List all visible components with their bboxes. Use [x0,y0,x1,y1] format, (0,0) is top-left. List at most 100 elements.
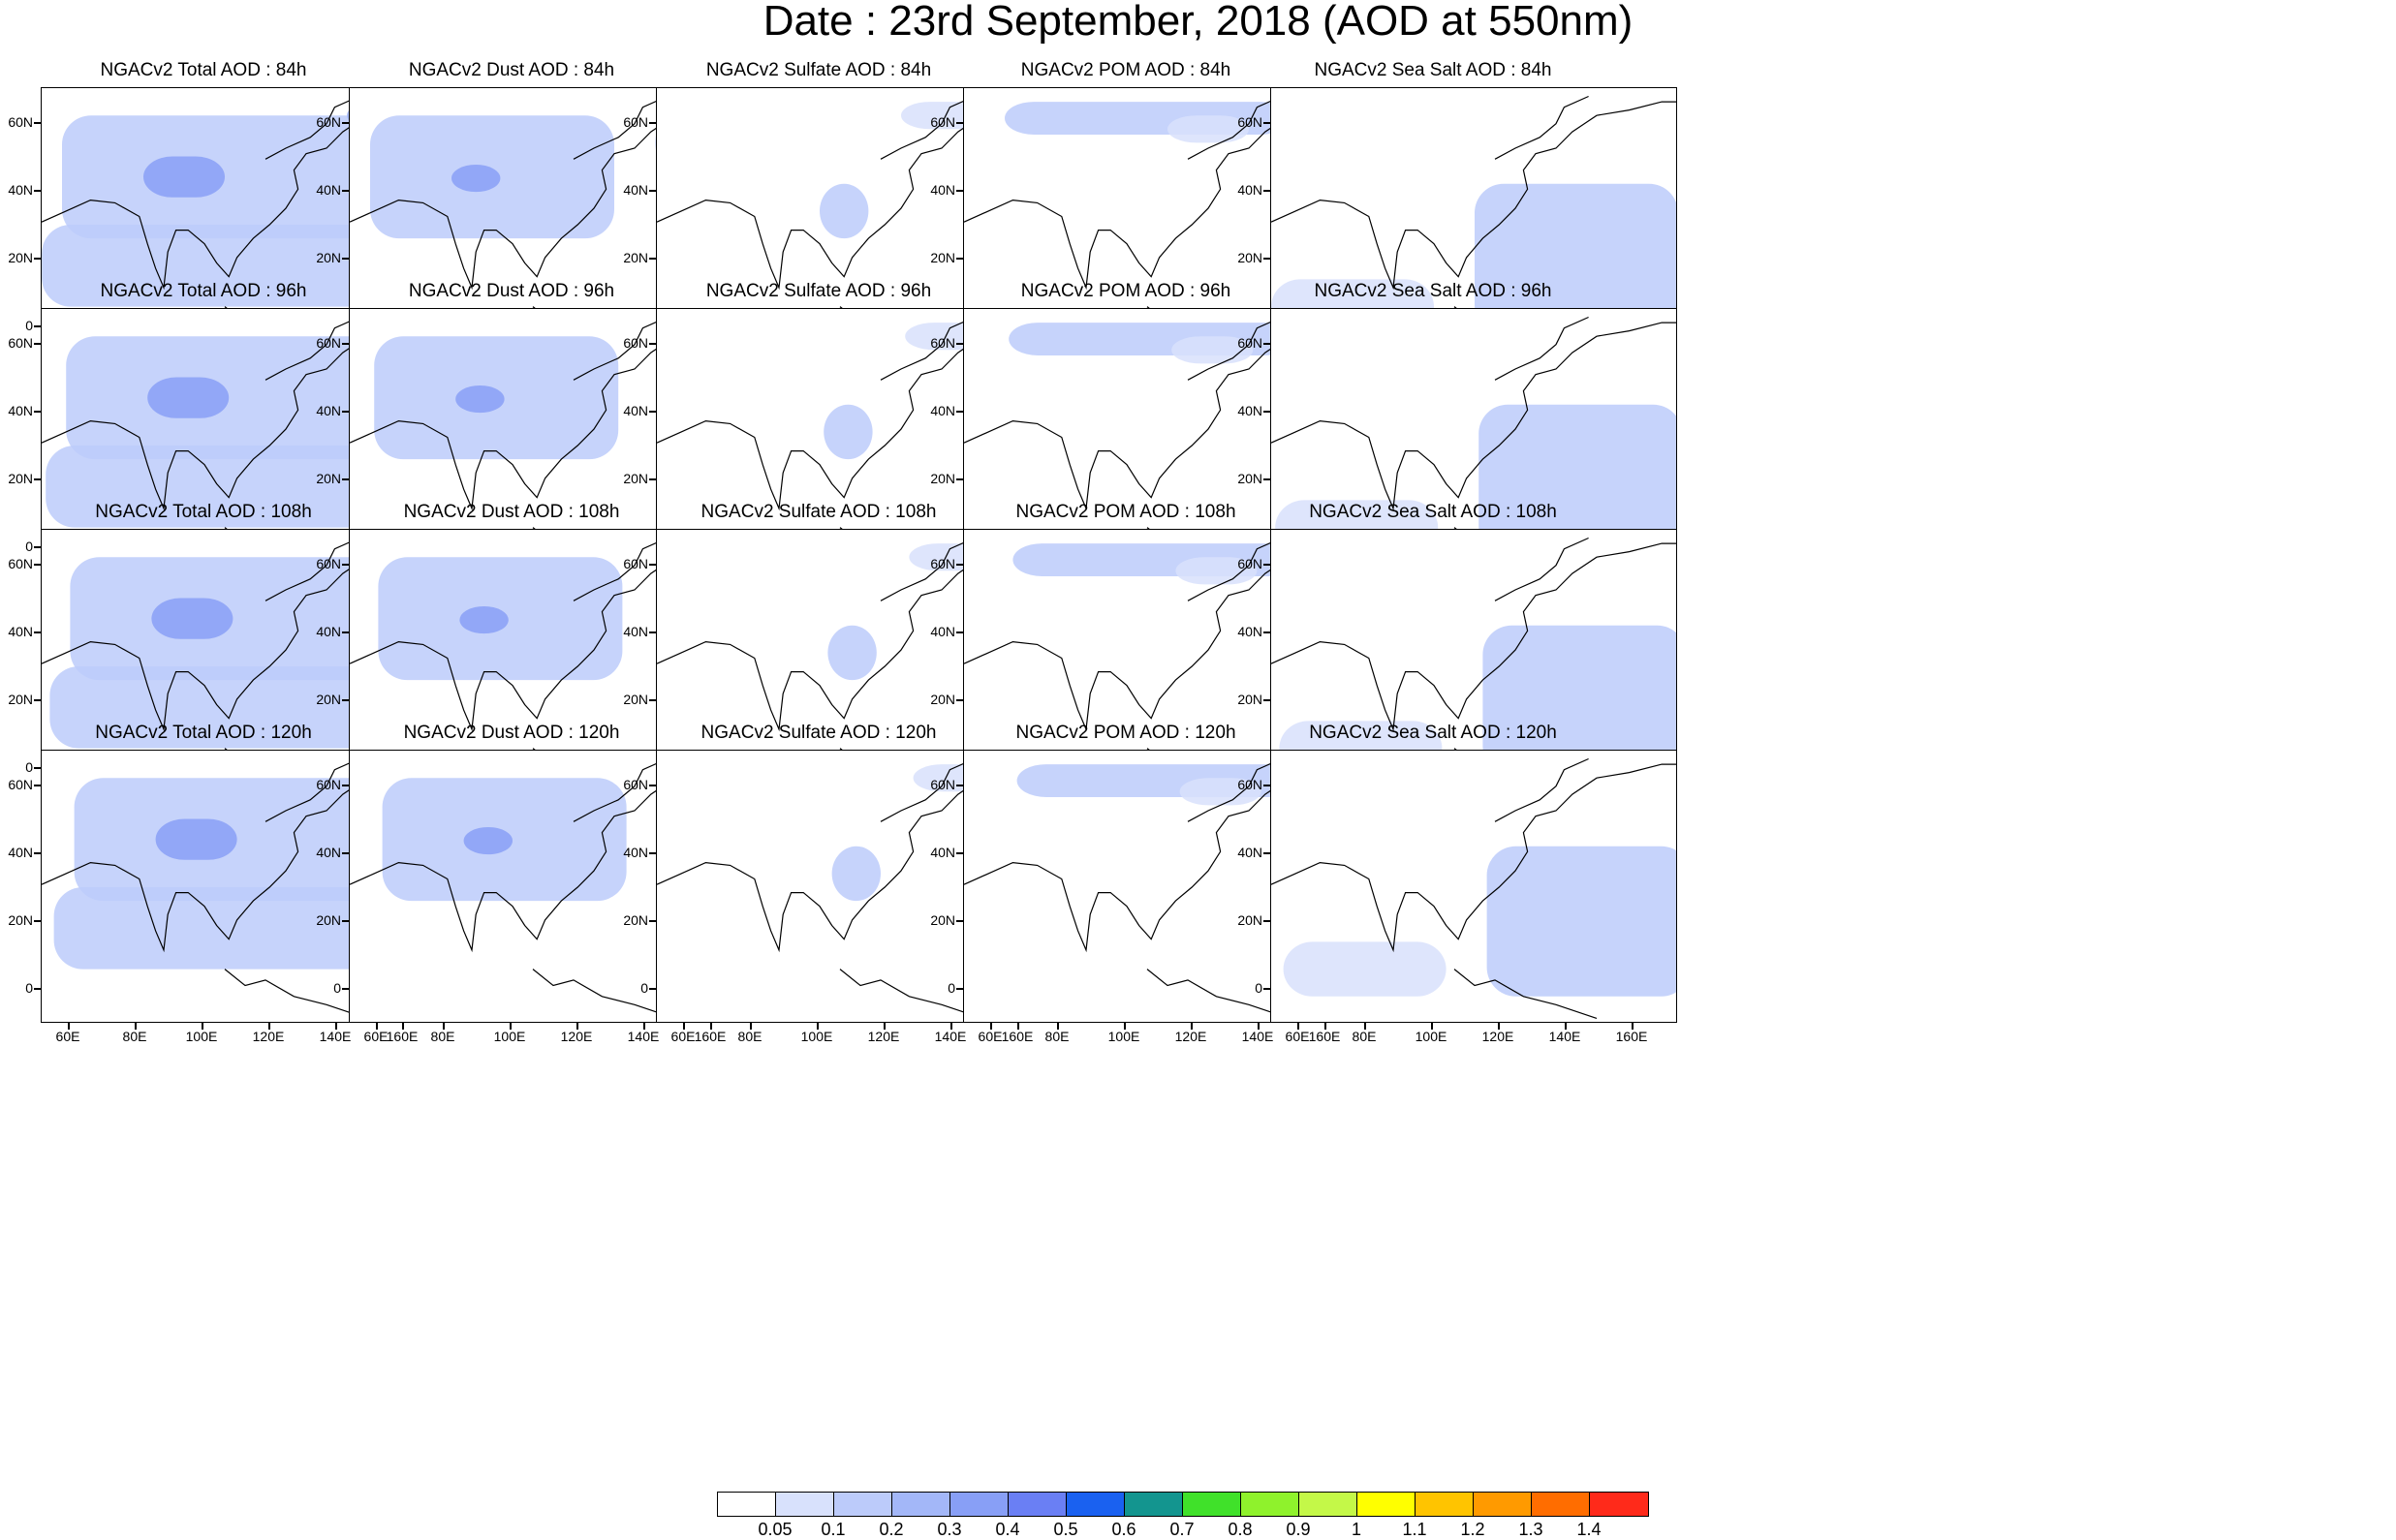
coastline [1494,316,1589,381]
panel-title: NGACv2 Dust AOD : 108h [403,502,620,522]
lat-tick-mark [34,258,41,260]
lat-tick-mark [34,478,41,480]
lat-tick-mark [649,190,656,192]
lat-tick-label: 40N [316,845,341,860]
coastline [1187,95,1282,160]
lat-tick-mark [34,190,41,192]
lon-tick-mark [884,1023,886,1030]
lat-tick-label: 60N [316,335,341,351]
lon-tick-label: 80E [430,1029,455,1044]
lat-tick-mark [34,699,41,701]
lon-tick-mark [1431,1023,1433,1030]
colorbar-label: 0.7 [1169,1520,1195,1539]
lat-tick-label: 40N [316,403,341,418]
colorbar-swatch [776,1493,834,1516]
coastline [350,322,755,511]
aod-field [964,537,1369,798]
lon-tick-mark [1191,1023,1193,1030]
lat-tick-label: 0 [25,980,33,996]
lat-tick-mark [956,478,963,480]
lon-tick-label: 160E [694,1029,727,1044]
lat-tick-label: 20N [930,692,955,707]
aod-shading [820,183,869,239]
coastline [1271,542,1676,732]
lat-tick-label: 40N [623,845,648,860]
lon-tick-label: 60E [55,1029,80,1044]
aod-shading [49,666,447,749]
aod-shading [827,625,877,681]
lat-tick-label: 20N [1237,692,1262,707]
coastline [1494,95,1589,160]
lon-tick-label: 60E [978,1029,1003,1044]
lat-tick-label: 40N [1237,182,1262,198]
colorbar-swatch [1590,1493,1648,1516]
coastline [880,316,975,381]
lat-tick-mark [34,325,41,327]
lat-tick-mark [342,920,349,922]
colorbar-label: 1.2 [1460,1520,1485,1539]
lon-tick-mark [950,1023,952,1030]
aod-shading [463,826,513,855]
lat-tick-label: 60N [930,777,955,792]
lat-tick-mark [34,767,41,769]
lat-tick-mark [649,122,656,124]
lat-tick-mark [1263,852,1270,854]
colorbar-swatch [1241,1493,1299,1516]
lat-tick-mark [956,122,963,124]
lon-tick-label: 140E [1241,1029,1274,1044]
lat-tick-label: 40N [8,403,33,418]
lat-tick-label: 0 [25,539,33,554]
panel-title: NGACv2 Total AOD : 84h [100,60,307,80]
lon-tick-label: 160E [1615,1029,1648,1044]
coastline [532,969,676,1019]
lon-tick-label: 120E [252,1029,285,1044]
lat-tick-mark [34,920,41,922]
lat-tick-mark [34,785,41,786]
colorbar-swatch [718,1493,776,1516]
panel-title: NGACv2 Sulfate AOD : 108h [700,502,937,522]
lat-tick-mark [956,920,963,922]
lon-tick-label: 100E [1415,1029,1447,1044]
colorbar-label: 1.3 [1518,1520,1543,1539]
lat-tick-mark [956,411,963,413]
colorbar-swatch [1416,1493,1474,1516]
aod-shading [70,557,437,681]
lat-tick-mark [649,920,656,922]
lat-tick-label: 20N [316,912,341,928]
colorbar-swatch [950,1493,1009,1516]
coastline [573,95,668,160]
panel-title: NGACv2 POM AOD : 84h [1020,60,1231,80]
panel-title: NGACv2 Sulfate AOD : 120h [700,723,937,743]
colorbar-label: 0.5 [1053,1520,1078,1539]
lon-tick-mark [135,1023,137,1030]
aod-field [964,757,1369,1019]
colorbar-label: 0.6 [1111,1520,1136,1539]
lat-tick-mark [1263,343,1270,345]
lat-tick-label: 40N [930,403,955,418]
lat-tick-mark [34,122,41,124]
lat-tick-label: 40N [623,403,648,418]
lat-tick-mark [956,564,963,566]
lat-tick-mark [1263,699,1270,701]
lat-tick-mark [342,122,349,124]
lat-tick-mark [649,411,656,413]
lat-tick-label: 20N [316,250,341,265]
lat-tick-mark [1263,631,1270,633]
coastline [1453,969,1598,1019]
colorbar-swatch [892,1493,950,1516]
aod-shading [1167,115,1249,143]
lat-tick-mark [34,631,41,633]
lat-tick-label: 20N [930,912,955,928]
lon-tick-label: 160E [1001,1029,1034,1044]
coastline [42,101,447,291]
coastline [964,322,1369,511]
coastline [573,757,668,822]
lon-tick-mark [376,1023,378,1030]
colorbar-label: 0.2 [879,1520,904,1539]
lon-tick-mark [1057,1023,1059,1030]
lat-tick-mark [1263,785,1270,786]
aod-shading [1175,557,1258,585]
panel-title: NGACv2 POM AOD : 96h [1020,281,1231,301]
panel-title: NGACv2 Sea Salt AOD : 84h [1314,60,1552,80]
lat-tick-mark [649,343,656,345]
